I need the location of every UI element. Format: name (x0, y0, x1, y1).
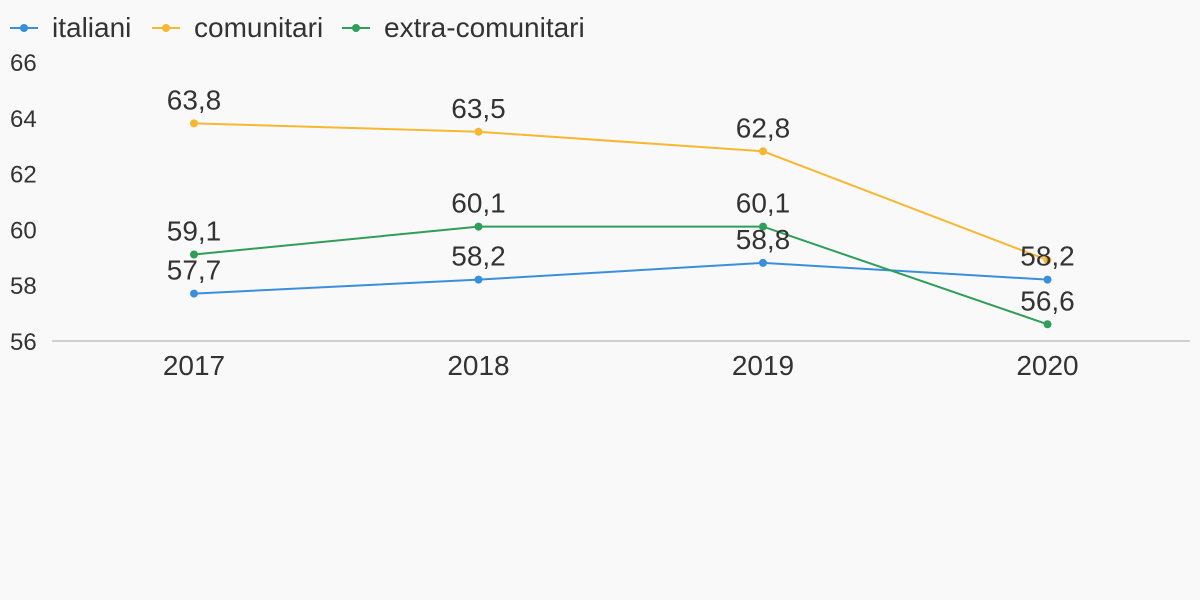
legend-label: italiani (52, 12, 131, 43)
x-tick-label: 2017 (163, 350, 225, 381)
series-line (193, 225, 1048, 326)
series-line (193, 261, 1048, 295)
x-tick-label: 2018 (447, 350, 509, 381)
data-point (474, 127, 483, 136)
legend-label: extra-comunitari (384, 12, 585, 43)
data-label: 59,1 (167, 216, 222, 247)
data-point (759, 147, 767, 156)
data-label: 62,8 (736, 112, 791, 143)
x-tick-label: 2020 (1016, 350, 1078, 381)
series-line (193, 122, 1048, 262)
data-point (190, 119, 198, 128)
y-tick-label: 64 (10, 106, 37, 133)
data-label: 57,7 (167, 255, 222, 286)
legend-label: comunitari (194, 12, 323, 43)
data-point (474, 222, 483, 231)
data-label: 58,8 (736, 224, 791, 255)
data-point (1043, 320, 1052, 329)
data-label: 58,2 (451, 241, 506, 272)
data-point (190, 289, 198, 298)
y-tick-label: 58 (10, 273, 37, 300)
data-label: 63,8 (167, 84, 222, 115)
data-label: 60,1 (451, 188, 506, 219)
y-axis: 56 58 60 62 64 66 (10, 50, 37, 356)
data-point (759, 258, 767, 267)
legend-swatch-dot (20, 24, 28, 32)
y-tick-label: 56 (10, 329, 37, 356)
legend-swatch-dot (162, 24, 170, 32)
x-tick-label: 2019 (732, 350, 794, 381)
data-label: 63,5 (451, 93, 506, 124)
data-labels: 57,7 58,2 58,8 58,2 63,8 63,5 62,8 59,1 60,1 60,1… (167, 84, 1075, 316)
data-label: 56,6 (1020, 285, 1075, 316)
y-tick-label: 66 (10, 50, 37, 77)
data-label: 58,2 (1020, 241, 1075, 272)
legend-swatch-dot (352, 24, 360, 32)
legend: italiani comunitari extra-comunitari (10, 12, 585, 43)
data-point (474, 275, 483, 284)
data-point (190, 250, 198, 259)
y-tick-label: 62 (10, 162, 37, 189)
x-axis: 2017 2018 2019 2020 (163, 350, 1079, 381)
series-group (190, 119, 1052, 329)
data-point (1043, 275, 1052, 284)
y-tick-label: 60 (10, 217, 37, 244)
data-label: 60,1 (736, 188, 791, 219)
data-point (759, 222, 767, 231)
data-point (1043, 256, 1052, 265)
